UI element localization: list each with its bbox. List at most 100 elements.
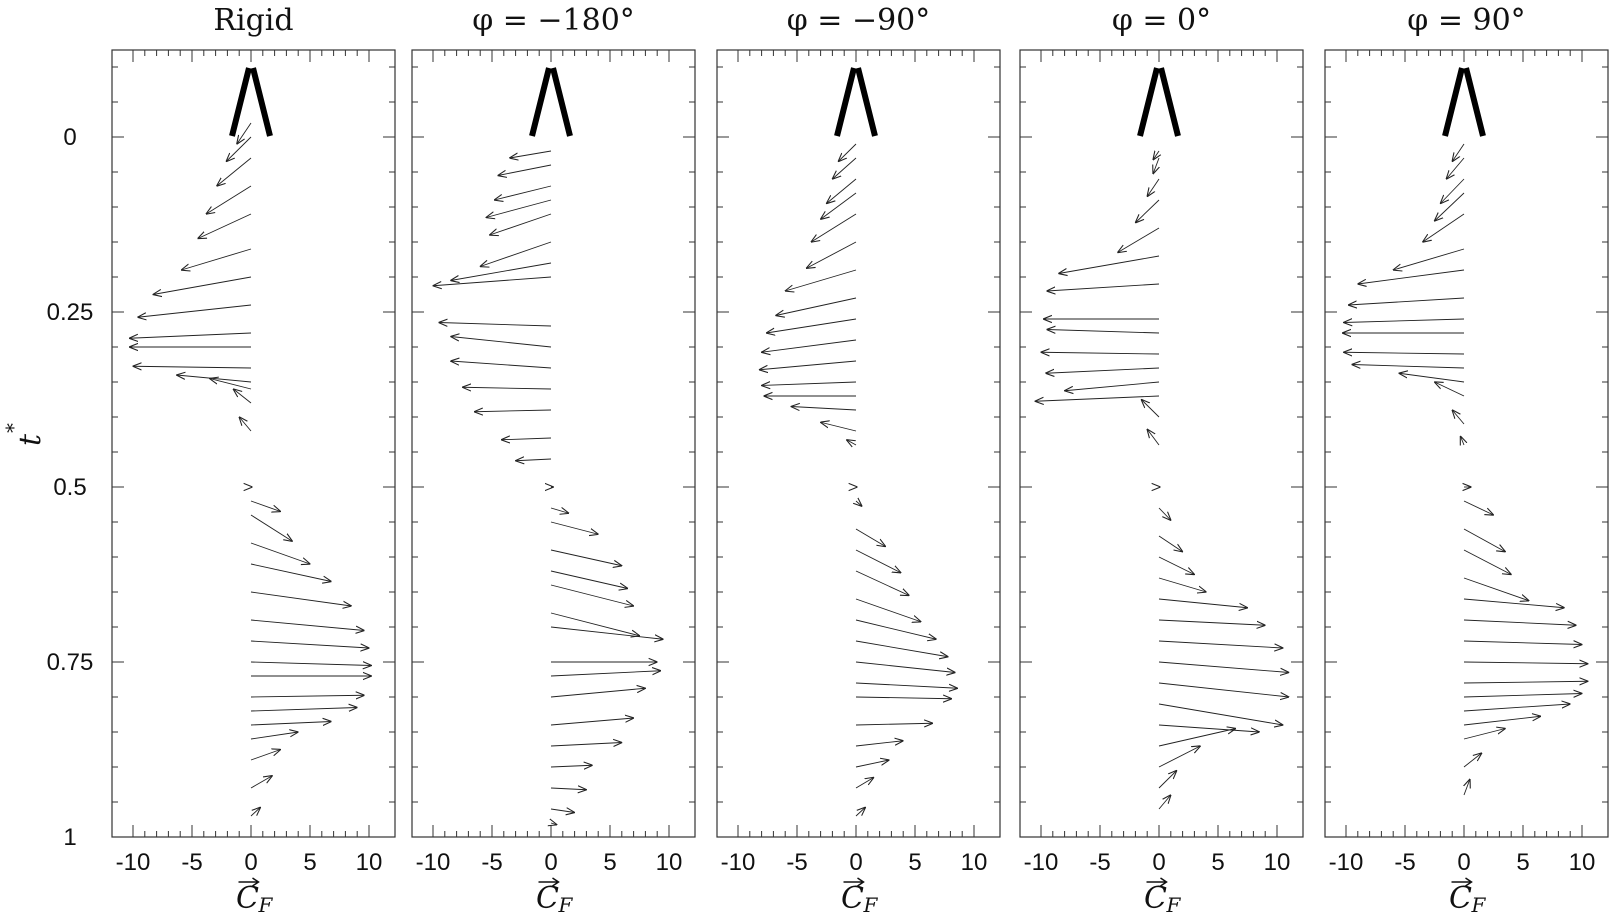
x-tick-label: 0 — [1152, 849, 1165, 876]
force-vector — [1463, 598, 1564, 608]
panel-frame — [716, 49, 1001, 838]
x-axis-title-subscript: F — [863, 893, 879, 912]
force-vector — [1158, 795, 1171, 810]
force-vector — [198, 213, 252, 239]
x-tick-label: 0 — [849, 849, 862, 876]
panel-title: φ = 90° — [1407, 3, 1525, 38]
force-vector — [776, 297, 857, 316]
force-vector — [1358, 269, 1465, 284]
force-vector — [1452, 143, 1465, 162]
x-axis-title: C — [1449, 881, 1472, 912]
force-vector — [1463, 753, 1482, 768]
y-tick-label: 0 — [63, 124, 76, 151]
vector-arrow-icon — [538, 877, 560, 887]
force-vector — [1158, 535, 1183, 552]
x-tick-label: -5 — [181, 849, 202, 876]
force-vector — [855, 549, 901, 573]
vector-arrow-icon — [843, 877, 865, 887]
force-vector — [206, 185, 252, 214]
panel-2: φ = −90° -10 -5 0 5 10 C F — [716, 3, 1001, 912]
force-vector — [1348, 297, 1465, 305]
force-vector — [1158, 746, 1200, 768]
force-vector — [1046, 367, 1160, 373]
force-vector — [250, 732, 298, 740]
wing-icon — [229, 67, 273, 137]
force-vector — [516, 459, 552, 461]
force-vector — [1135, 199, 1160, 223]
force-vector — [847, 440, 857, 445]
y-axis-title-superscript: * — [1, 423, 25, 433]
x-tick-label: -5 — [1394, 849, 1415, 876]
force-vector — [855, 778, 874, 789]
force-vector — [1452, 410, 1465, 425]
force-vector — [133, 366, 252, 368]
force-vector — [855, 619, 936, 639]
force-vector — [510, 150, 552, 158]
x-tick-label: -5 — [481, 849, 502, 876]
force-vector — [239, 417, 252, 432]
force-vector — [1141, 400, 1160, 418]
force-vector — [827, 178, 857, 204]
force-vector — [1344, 352, 1465, 354]
force-vector — [550, 521, 598, 534]
panel-title: φ = 0° — [1112, 3, 1211, 38]
force-vector — [1153, 151, 1159, 160]
vector-series — [759, 143, 957, 817]
force-vector — [759, 360, 857, 370]
force-vector — [226, 136, 252, 162]
force-vector — [1153, 157, 1159, 174]
force-vector — [550, 584, 634, 606]
force-vector — [250, 708, 357, 712]
force-vector — [1158, 703, 1283, 725]
force-vector — [1463, 716, 1541, 726]
y-tick-label: 0.75 — [47, 649, 94, 676]
x-axis-title: C — [236, 881, 259, 912]
x-tick-label: -5 — [1089, 849, 1110, 876]
panel-title: Rigid — [213, 3, 293, 38]
force-vector — [855, 723, 933, 725]
force-vector — [1158, 577, 1206, 592]
panel-frame — [111, 49, 396, 838]
force-vector — [550, 765, 592, 767]
x-tick-label: 5 — [908, 849, 921, 876]
force-vector — [1158, 556, 1194, 575]
force-vector — [1118, 227, 1160, 253]
force-vector — [486, 199, 552, 218]
force-vector — [1463, 681, 1588, 683]
panel-frame — [411, 49, 696, 838]
force-vector — [250, 542, 310, 564]
force-vector — [250, 563, 331, 582]
vector-arrow-icon — [238, 877, 260, 887]
force-vector — [821, 192, 857, 219]
x-tick-label: 10 — [656, 849, 683, 876]
force-vector — [855, 570, 909, 596]
vector-series — [1035, 151, 1289, 810]
x-tick-label: 5 — [603, 849, 616, 876]
force-vector — [550, 508, 569, 513]
force-vector — [233, 389, 252, 404]
force-vector — [1158, 771, 1177, 789]
force-vector — [451, 262, 552, 281]
force-vector — [1158, 619, 1265, 625]
force-vector — [550, 688, 645, 698]
force-vector — [250, 807, 260, 817]
force-vector — [250, 591, 351, 606]
force-vector — [490, 213, 552, 235]
y-axis-title: t — [13, 433, 48, 446]
panel-frame — [1019, 49, 1304, 838]
force-vector — [1065, 381, 1160, 391]
force-vector — [855, 741, 903, 747]
force-vector — [1440, 178, 1465, 204]
force-vector — [1399, 373, 1465, 383]
x-tick-label: -10 — [1329, 849, 1364, 876]
force-vector — [791, 407, 857, 411]
y-tick-label: 0.25 — [47, 299, 94, 326]
force-vector — [1393, 248, 1465, 270]
panel-frame — [1324, 49, 1609, 838]
force-vector — [250, 695, 364, 697]
force-vector — [250, 500, 281, 512]
force-vector — [250, 722, 331, 726]
force-vector — [855, 760, 889, 768]
x-tick-label: 0 — [1457, 849, 1470, 876]
force-vector — [451, 337, 552, 348]
